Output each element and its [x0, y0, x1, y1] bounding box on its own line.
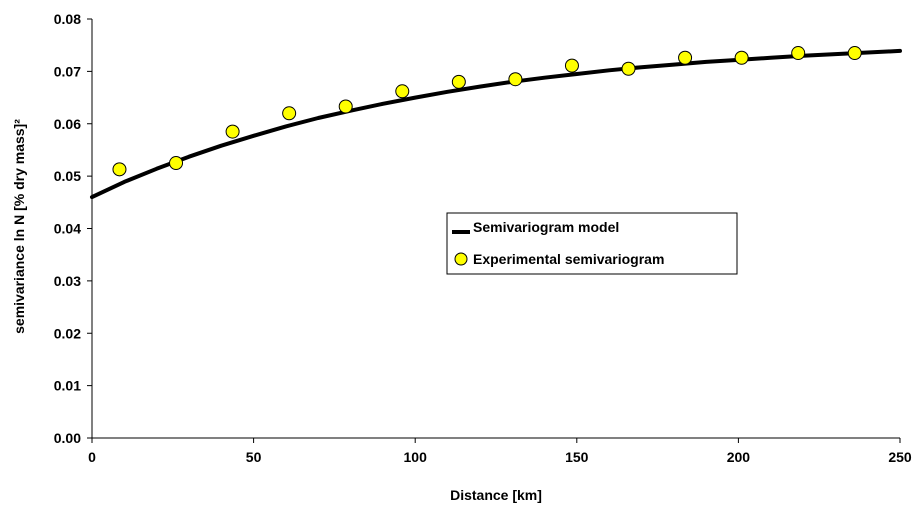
experimental-point — [225, 124, 240, 139]
x-tick-label: 150 — [565, 449, 589, 465]
experimental-point — [112, 162, 127, 177]
experimental-point — [508, 72, 523, 87]
y-axis-title: semivariance ln N [% dry mass]² — [11, 119, 27, 334]
experimental-point — [621, 61, 636, 76]
experimental-point — [564, 58, 579, 73]
y-tick-label: 0.08 — [54, 11, 81, 27]
experimental-point — [282, 106, 297, 121]
x-tick-label: 250 — [888, 449, 912, 465]
y-tick-label: 0.00 — [54, 430, 81, 446]
y-tick-label: 0.03 — [54, 273, 81, 289]
experimental-point — [847, 46, 862, 61]
x-tick-label: 0 — [88, 449, 96, 465]
plot-area — [90, 46, 902, 200]
legend-label-model: Semivariogram model — [473, 219, 619, 235]
x-ticks: 0 50 100 150 200 250 — [88, 438, 912, 465]
legend-label-experimental: Experimental semivariogram — [473, 251, 664, 267]
y-tick-label: 0.04 — [54, 221, 81, 237]
experimental-point — [451, 74, 466, 89]
legend: Semivariogram model Experimental semivar… — [446, 212, 738, 275]
experimental-point — [395, 84, 410, 99]
experimental-point — [734, 50, 749, 65]
y-tick-label: 0.02 — [54, 325, 81, 341]
experimental-point — [791, 46, 806, 61]
experimental-point — [169, 156, 184, 171]
y-tick-label: 0.06 — [54, 116, 81, 132]
x-tick-label: 50 — [246, 449, 262, 465]
y-tick-label: 0.07 — [54, 63, 81, 79]
x-tick-label: 200 — [727, 449, 751, 465]
x-tick-label: 100 — [404, 449, 428, 465]
legend-marker-sample — [454, 252, 468, 266]
x-axis-title: Distance [km] — [450, 487, 542, 503]
legend-box — [446, 212, 738, 275]
y-tick-label: 0.05 — [54, 168, 81, 184]
experimental-point — [678, 50, 693, 65]
experimental-point — [338, 99, 353, 114]
y-tick-label: 0.01 — [54, 378, 81, 394]
model-curve — [90, 48, 902, 200]
y-ticks: 0.00 0.01 0.02 0.03 0.04 0.05 0.06 0.07 0.08 — [54, 11, 92, 446]
